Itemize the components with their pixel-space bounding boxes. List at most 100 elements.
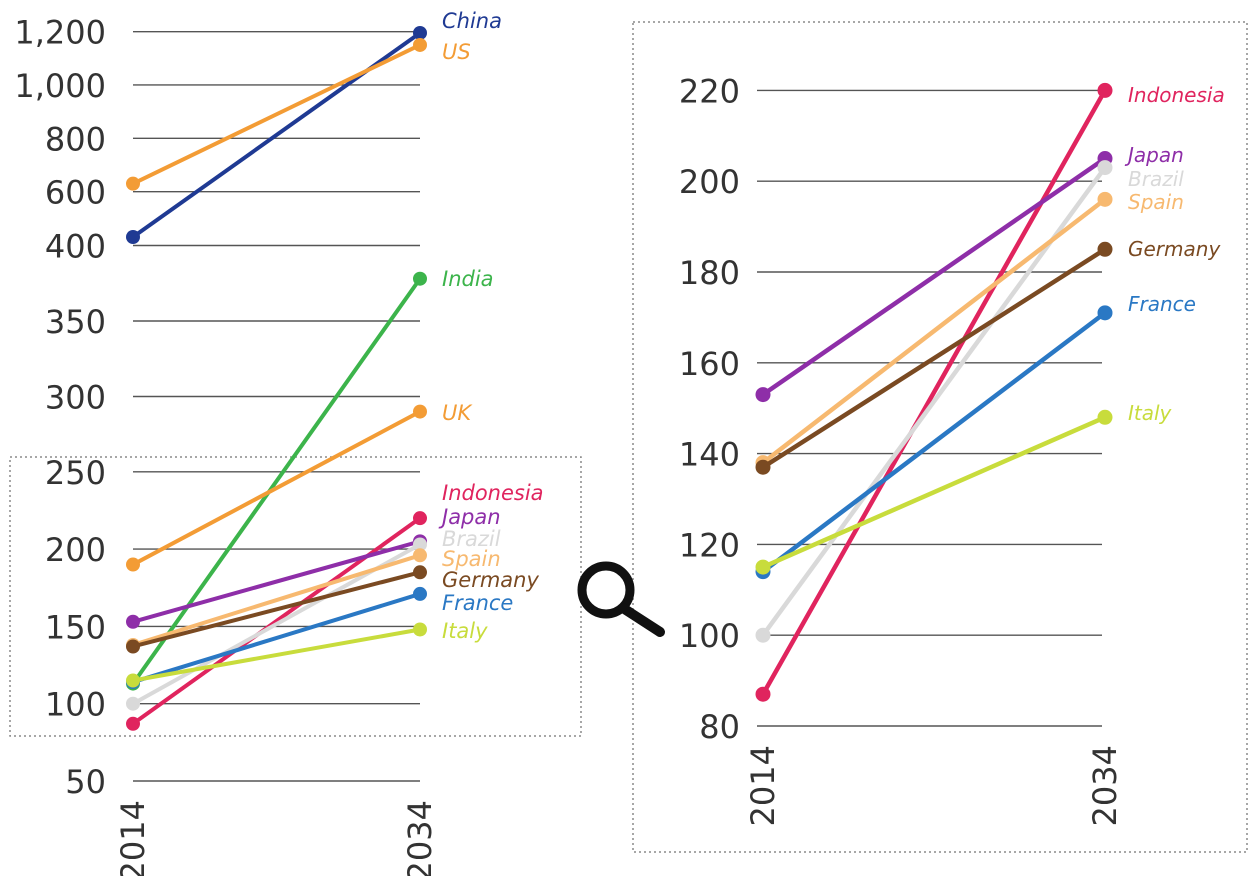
left-x-tick-2014: 2014: [114, 800, 152, 876]
left-label-us: US: [442, 40, 471, 64]
left-y-tick-150: 150: [45, 608, 106, 646]
left-label-brazil: Brazil: [442, 527, 501, 551]
left-line-indonesia: [131, 516, 422, 726]
left-label-uk: UK: [442, 401, 473, 425]
left-x-tick-2034: 2034: [401, 800, 439, 876]
right-line-indonesia: [760, 88, 1108, 697]
left-line-spain: [131, 553, 422, 647]
left-y-tick-400: 400: [45, 228, 106, 266]
left-point-japan-2014: [126, 614, 140, 629]
right-point-japan-2014: [755, 387, 771, 403]
left-line-india: [131, 276, 422, 686]
right-label-france: France: [1128, 292, 1196, 316]
right-y-tick-140: 140: [679, 436, 740, 474]
right-point-italy-2014: [755, 559, 771, 575]
left-point-uk-2014: [126, 557, 140, 572]
left-y-tick-50: 50: [65, 763, 106, 801]
right-y-tick-120: 120: [679, 526, 740, 564]
left-y-tick-300: 300: [45, 379, 106, 417]
left-line-germany: [131, 570, 422, 649]
left-y-tick-1-000: 1,000: [14, 67, 106, 105]
left-point-spain-2034: [413, 548, 427, 563]
left-point-uk-2034: [413, 404, 427, 419]
left-grid: [133, 30, 420, 782]
left-point-germany-2034: [413, 565, 427, 580]
right-line-germany: [760, 247, 1108, 470]
right-point-brazil-2014: [755, 627, 771, 643]
left-point-brazil-2034: [413, 537, 427, 552]
left-point-us-2014: [126, 176, 140, 191]
right-line-spain: [760, 197, 1108, 465]
left-label-indonesia: Indonesia: [442, 481, 544, 505]
left-line-us: [131, 42, 422, 186]
left-point-indonesia-2014: [126, 716, 140, 731]
left-label-india: India: [442, 267, 494, 291]
right-line-france: [760, 310, 1108, 574]
right-label-spain: Spain: [1128, 190, 1184, 214]
left-point-brazil-2014: [126, 696, 140, 711]
right-label-italy: Italy: [1128, 401, 1173, 425]
right-line-japan: [760, 156, 1108, 397]
right-point-france-2034: [1097, 305, 1113, 321]
left-x-ticks: 2014 2034: [114, 800, 439, 876]
left-point-india-2034: [413, 271, 427, 286]
right-label-indonesia: Indonesia: [1128, 83, 1225, 107]
magnifier-icon: [577, 561, 665, 637]
zoomed-chart-frame: [632, 21, 1248, 853]
left-label-france: France: [442, 591, 513, 615]
left-y-tick-200: 200: [45, 531, 106, 569]
right-point-brazil-2034: [1097, 160, 1113, 176]
right-y-tick-220: 220: [679, 72, 740, 110]
left-point-china-2014: [126, 229, 140, 244]
right-label-germany: Germany: [1128, 237, 1221, 261]
left-line-france: [131, 591, 422, 685]
right-x-tick-2034: 2034: [1086, 745, 1124, 826]
right-point-germany-2014: [755, 459, 771, 475]
right-series: [755, 82, 1113, 702]
right-point-spain-2034: [1097, 191, 1113, 207]
right-label-japan: Japan: [1124, 143, 1184, 167]
left-y-tick-600: 600: [45, 174, 106, 212]
left-line-japan: [131, 539, 422, 624]
left-y-tick-800: 800: [45, 120, 106, 158]
left-y-ticks: 50 100 150 200 250 300 350 400 600 800 1,000 1,200: [14, 14, 106, 801]
left-y-tick-350: 350: [45, 303, 106, 341]
left-label-spain: Spain: [442, 547, 501, 571]
left-label-china: China: [442, 9, 502, 33]
left-y-tick-100: 100: [45, 686, 106, 724]
left-series: [126, 25, 427, 731]
right-x-tick-2014: 2014: [744, 745, 782, 826]
left-chart: 501001502002503003504006008001,0001,200 …: [9, 9, 582, 876]
left-point-italy-2014: [126, 673, 140, 688]
left-series-labels: China US India UK IndonesiaJapanBrazilSpainG…: [438, 9, 544, 643]
right-y-tick-160: 160: [679, 345, 740, 383]
left-point-germany-2014: [126, 639, 140, 654]
left-label-italy: Italy: [442, 619, 488, 643]
right-y-tick-100: 100: [679, 617, 740, 655]
right-x-ticks: 2014 2034: [744, 745, 1124, 826]
left-point-us-2034: [413, 37, 427, 52]
right-point-indonesia-2014: [755, 686, 771, 702]
right-label-brazil: Brazil: [1128, 167, 1184, 191]
right-point-indonesia-2034: [1097, 82, 1113, 98]
right-y-tick-200: 200: [679, 163, 740, 201]
left-label-japan: Japan: [438, 505, 501, 529]
right-y-ticks: 80 100 120 140 160 180 200 220: [679, 72, 740, 746]
left-point-italy-2034: [413, 622, 427, 637]
left-label-germany: Germany: [442, 568, 539, 592]
left-point-indonesia-2034: [413, 511, 427, 526]
left-point-france-2034: [413, 586, 427, 601]
right-y-tick-180: 180: [679, 254, 740, 292]
right-point-germany-2034: [1097, 241, 1113, 257]
left-y-tick-250: 250: [45, 454, 106, 492]
left-line-italy: [131, 627, 422, 683]
right-point-italy-2034: [1097, 409, 1113, 425]
left-point-china-2034: [413, 25, 427, 40]
right-y-tick-80: 80: [699, 708, 740, 746]
left-y-tick-1-200: 1,200: [14, 14, 106, 52]
right-chart: 80 100 120 140 160 180 200 220 2014 2034 Indones…: [632, 21, 1248, 853]
right-line-italy: [760, 415, 1108, 570]
left-line-uk: [131, 409, 422, 567]
